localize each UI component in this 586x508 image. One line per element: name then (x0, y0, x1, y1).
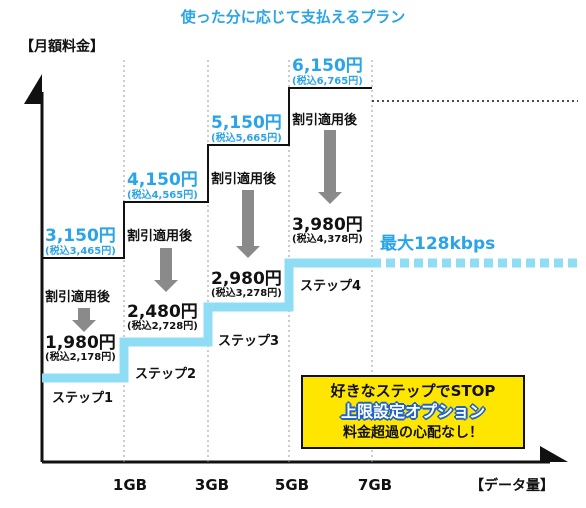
down-arrow-icon (318, 130, 342, 204)
discounted-price-tax: (税込2,178円) (45, 350, 116, 363)
discounted-price-tax: (税込2,728円) (127, 319, 198, 332)
list-price-tax: (税込5,665円) (211, 131, 282, 144)
down-arrow-icon (72, 308, 96, 332)
down-arrow-icon (236, 190, 260, 258)
promo-line-2: 上限設定オプション (340, 402, 485, 421)
x-tick-label: 7GB (358, 476, 392, 494)
discounted-price-tax: (税込3,278円) (211, 286, 282, 299)
discounted-price: 2,480円 (127, 302, 198, 322)
list-price: 3,150円 (45, 226, 116, 246)
promo-box: 好きなステップでSTOP 上限設定オプション 料金超過の心配なし！ (301, 375, 525, 449)
list-price: 5,150円 (211, 113, 282, 133)
list-price-tax: (税込3,465円) (45, 244, 116, 257)
step-label: ステップ4 (300, 279, 361, 294)
x-tick-label: 5GB (275, 476, 309, 494)
discounted-step-line (42, 258, 372, 383)
discount-label: 割引適用後 (292, 112, 358, 128)
y-axis-arrow (24, 74, 42, 104)
discounted-price: 3,980円 (292, 215, 363, 235)
x-axis-label: 【データ量】 (470, 478, 554, 494)
promo-line-3: 料金超過の心配なし！ (343, 425, 483, 441)
x-axis-arrow (540, 446, 568, 462)
list-price-tax: (税込4,565円) (127, 188, 198, 201)
discount-label: 割引適用後 (127, 228, 193, 244)
y-axis-label: 【月額料金】 (20, 39, 104, 55)
max-speed-label: 最大128kbps (380, 233, 495, 254)
x-tick-label: 1GB (113, 476, 147, 494)
discounted-price-tax: (税込4,378円) (292, 232, 363, 245)
list-price-tax: (税込6,765円) (292, 74, 363, 87)
page-title: 使った分に応じて支払えるプラン (180, 8, 406, 26)
step-label: ステップ3 (218, 334, 279, 349)
list-price: 6,150円 (292, 56, 363, 76)
x-tick-label: 3GB (195, 476, 229, 494)
list-price-step-line (42, 87, 372, 259)
down-arrow-icon (154, 248, 178, 292)
discounted-price: 2,980円 (211, 269, 282, 289)
list-price: 4,150円 (127, 170, 198, 190)
discount-label: 割引適用後 (45, 289, 111, 305)
discount-label: 割引適用後 (211, 171, 277, 187)
step-label: ステップ1 (52, 391, 113, 406)
promo-line-1: 好きなステップでSTOP (330, 382, 496, 400)
step-label: ステップ2 (135, 367, 196, 382)
discounted-price: 1,980円 (45, 333, 116, 353)
